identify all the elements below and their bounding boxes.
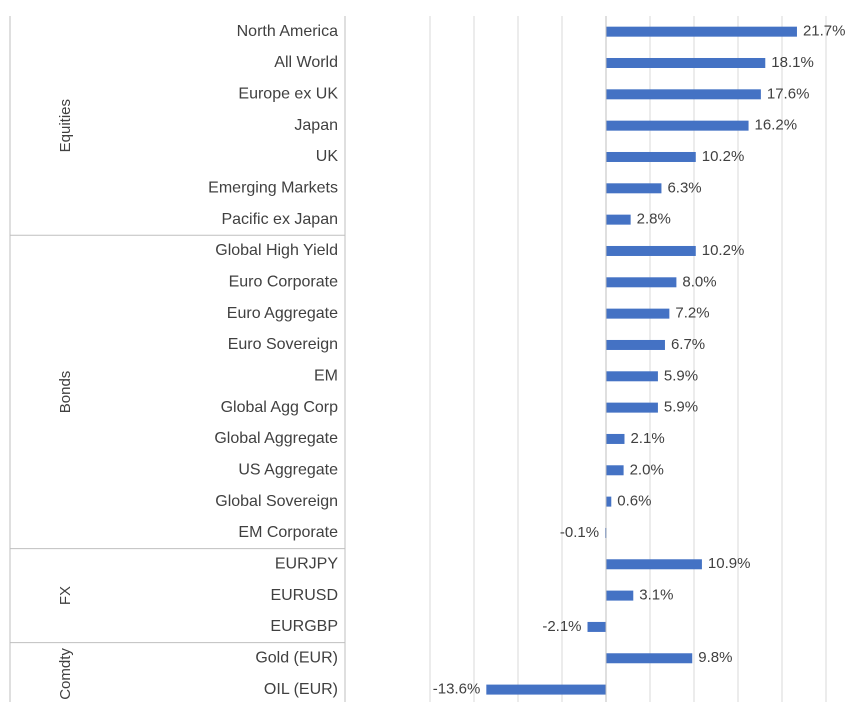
category-label: Global Agg Corp	[221, 399, 339, 416]
category-label: Euro Corporate	[229, 274, 338, 291]
data-label: 0.6%	[617, 493, 651, 510]
bar	[606, 277, 677, 288]
group-label: Comdty	[57, 648, 74, 700]
bar	[606, 433, 625, 444]
data-label: 10.2%	[702, 242, 745, 259]
category-label: EM	[314, 368, 338, 385]
category-label: Global High Yield	[215, 242, 338, 259]
category-label: Global Aggregate	[214, 430, 338, 447]
data-label: 5.9%	[664, 399, 698, 416]
data-label: 17.6%	[767, 85, 810, 102]
data-label: 6.7%	[671, 336, 705, 353]
data-label: 21.7%	[803, 23, 846, 40]
data-label: 18.1%	[771, 54, 814, 71]
group-label: FX	[57, 586, 74, 605]
bar	[606, 590, 634, 601]
data-label: -13.6%	[433, 681, 481, 698]
data-label: -2.1%	[542, 618, 581, 635]
bar	[606, 559, 702, 570]
bar	[606, 339, 665, 350]
category-label: OIL (EUR)	[264, 681, 338, 698]
data-label: 10.9%	[708, 555, 751, 572]
category-label: EURGBP	[270, 618, 338, 635]
bar	[606, 402, 658, 413]
category-label: Japan	[294, 117, 338, 134]
bar	[606, 371, 658, 382]
bar	[606, 183, 662, 194]
bar	[606, 496, 612, 507]
data-label: 2.1%	[630, 430, 664, 447]
category-label: Pacific ex Japan	[221, 211, 338, 228]
category-label: UK	[316, 148, 339, 165]
group-label: Equities	[57, 99, 74, 152]
bar	[606, 214, 631, 225]
data-label: 5.9%	[664, 367, 698, 384]
data-label: 10.2%	[702, 148, 745, 165]
bar	[606, 57, 766, 68]
category-label: Emerging Markets	[208, 180, 338, 197]
bar	[486, 684, 606, 695]
category-label: EURJPY	[275, 555, 338, 572]
data-label: 8.0%	[682, 273, 716, 290]
data-label: 2.8%	[637, 211, 671, 228]
bar	[587, 621, 606, 632]
bar	[606, 308, 670, 319]
bar	[606, 465, 624, 476]
category-label: US Aggregate	[238, 462, 338, 479]
data-label: 16.2%	[755, 117, 798, 134]
category-label: EM Corporate	[238, 524, 338, 541]
bar	[606, 245, 696, 256]
data-label: 9.8%	[698, 649, 732, 666]
data-label: 2.0%	[630, 461, 664, 478]
bar	[606, 120, 749, 131]
category-label: Euro Aggregate	[227, 305, 338, 322]
bar	[606, 89, 761, 100]
data-label: 3.1%	[639, 587, 673, 604]
category-label: Europe ex UK	[238, 86, 338, 103]
bar	[606, 26, 797, 37]
category-label: All World	[274, 54, 338, 71]
category-label: Euro Sovereign	[228, 336, 338, 353]
category-label: EURUSD	[270, 587, 338, 604]
bar	[606, 653, 693, 664]
category-label: Global Sovereign	[215, 493, 338, 510]
data-label: 6.3%	[667, 179, 701, 196]
group-label: Bonds	[57, 371, 74, 414]
category-label: North America	[237, 23, 338, 40]
data-label: 7.2%	[675, 305, 709, 322]
category-label: Gold (EUR)	[255, 649, 338, 666]
bar	[606, 151, 696, 162]
data-label: -0.1%	[560, 524, 599, 541]
